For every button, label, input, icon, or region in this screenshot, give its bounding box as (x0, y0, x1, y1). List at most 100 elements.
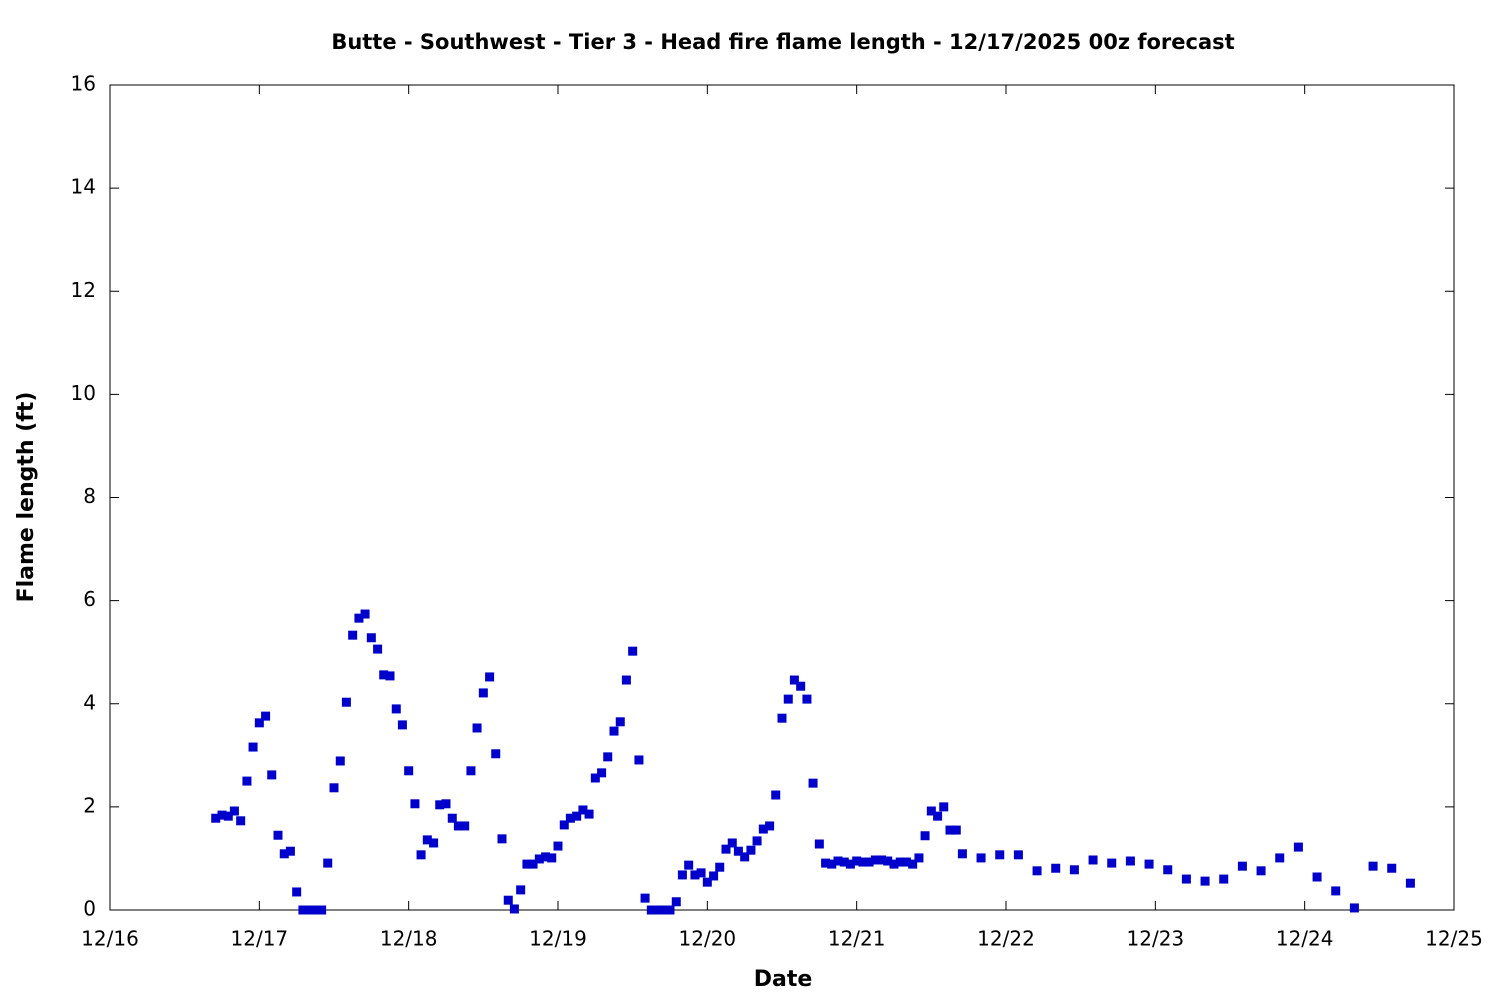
point (1051, 863, 1061, 873)
point (447, 813, 457, 823)
point (236, 816, 246, 826)
point (410, 799, 420, 809)
point (553, 841, 563, 851)
x-tick-label: 12/23 (1127, 927, 1185, 951)
point (584, 809, 594, 819)
point (329, 783, 339, 793)
point (914, 853, 924, 863)
point (1293, 842, 1303, 852)
point (1144, 859, 1154, 869)
point (1181, 874, 1191, 884)
point (758, 824, 768, 834)
point (285, 846, 295, 856)
point (354, 613, 364, 623)
point (1387, 863, 1397, 873)
point (677, 870, 687, 880)
point (864, 857, 874, 867)
point (976, 853, 986, 863)
point (404, 766, 414, 776)
point (771, 790, 781, 800)
point (211, 813, 221, 823)
point (1312, 872, 1322, 882)
point (541, 852, 551, 862)
y-tick-label: 0 (83, 897, 96, 921)
point (279, 849, 289, 859)
point (671, 897, 681, 907)
y-tick-label: 12 (71, 278, 96, 302)
point (696, 868, 706, 878)
point (877, 855, 887, 865)
point (634, 755, 644, 765)
point (534, 854, 544, 864)
point (789, 675, 799, 685)
point (391, 704, 401, 714)
point (472, 723, 482, 733)
y-tick-label: 16 (71, 72, 96, 96)
point (597, 768, 607, 778)
point (360, 609, 370, 619)
point (920, 831, 930, 841)
point (945, 825, 955, 835)
point (466, 766, 476, 776)
point (304, 905, 314, 915)
point (273, 830, 283, 840)
point (528, 859, 538, 869)
point (702, 877, 712, 887)
x-tick-label: 12/25 (1425, 927, 1483, 951)
point (646, 905, 656, 915)
point (802, 694, 812, 704)
point (435, 800, 445, 810)
point (740, 852, 750, 862)
x-tick-label: 12/18 (380, 927, 438, 951)
y-axis-title: Flame length (ft) (14, 392, 39, 603)
point (1275, 853, 1285, 863)
point (951, 825, 961, 835)
point (939, 802, 949, 812)
x-tick-label: 12/21 (828, 927, 886, 951)
point (366, 633, 376, 643)
x-tick-label: 12/17 (231, 927, 289, 951)
point (845, 859, 855, 869)
point (516, 885, 526, 895)
point (565, 813, 575, 823)
point (478, 688, 488, 698)
point (223, 811, 233, 821)
point (721, 844, 731, 854)
point (254, 718, 264, 728)
point (895, 857, 905, 867)
point (839, 857, 849, 867)
point (783, 694, 793, 704)
point (559, 820, 569, 830)
y-tick-label: 2 (83, 793, 96, 817)
point (684, 860, 694, 870)
plot-frame (109, 84, 1455, 911)
point (746, 845, 756, 855)
point (628, 646, 638, 656)
point (1032, 866, 1042, 876)
point (709, 871, 719, 881)
point (883, 856, 893, 866)
point (1349, 903, 1359, 913)
point (659, 905, 669, 915)
point (852, 856, 862, 866)
x-tick-label: 12/22 (977, 927, 1035, 951)
point (491, 749, 501, 759)
point (814, 839, 824, 849)
y-tick-label: 8 (83, 484, 96, 508)
point (933, 811, 943, 821)
point (621, 675, 631, 685)
point (522, 859, 532, 869)
point (1125, 856, 1135, 866)
x-tick-label: 12/24 (1276, 927, 1334, 951)
point (777, 713, 787, 723)
point (827, 859, 837, 869)
point (323, 858, 333, 868)
point (547, 853, 557, 863)
x-axis-title: Date (754, 967, 813, 992)
point (752, 836, 762, 846)
x-tick-label: 12/20 (679, 927, 737, 951)
point (429, 838, 439, 848)
point (298, 905, 308, 915)
point (640, 893, 650, 903)
